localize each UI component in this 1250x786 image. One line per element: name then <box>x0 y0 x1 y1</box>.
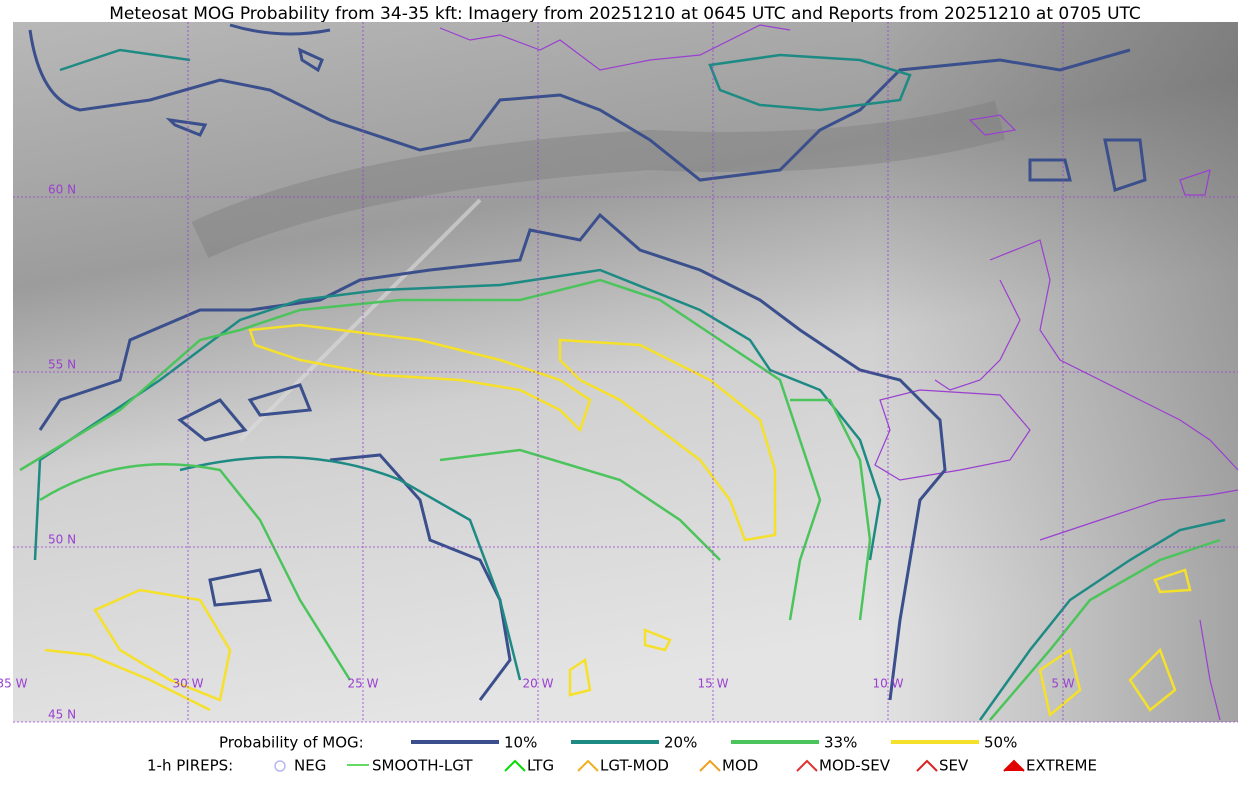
legend: Probability of MOG: 10% 20% 33% 50% 1-h PIREP… <box>147 734 1097 775</box>
legend-label: SEV <box>939 757 969 775</box>
legend-label: MOD-SEV <box>819 757 891 775</box>
legend-label: NEG <box>294 757 326 775</box>
legend-label: 50% <box>984 734 1017 752</box>
lon-label: 10 W <box>873 677 904 691</box>
pirep-symbol <box>504 759 526 772</box>
lon-label: 30 W <box>173 677 204 691</box>
pirep-symbol <box>577 759 599 772</box>
legend-label: 33% <box>824 734 857 752</box>
lat-label: 50 N <box>48 533 76 547</box>
lon-label: 35 W <box>0 677 28 691</box>
legend-label: SMOOTH-LGT <box>372 757 473 775</box>
legend-label: MOD <box>722 757 758 775</box>
jet-band <box>191 100 1006 259</box>
lat-label: 60 N <box>48 183 76 197</box>
lat-label: 45 N <box>48 708 76 722</box>
pirep-symbol <box>699 759 721 772</box>
lon-label: 5 W <box>1051 677 1074 691</box>
lat-label: 55 N <box>48 358 76 372</box>
lon-label: 15 W <box>698 677 729 691</box>
coastlines <box>439 24 1239 721</box>
legend-title: 1-h PIREPS: <box>147 757 233 775</box>
lon-label: 20 W <box>523 677 554 691</box>
legend-label: 20% <box>664 734 697 752</box>
legend-label: 10% <box>504 734 537 752</box>
legend-label: LTG <box>527 757 554 775</box>
pirep-symbol <box>796 759 818 772</box>
pirep-symbol <box>1003 759 1025 772</box>
pirep-symbol <box>916 759 938 772</box>
title: Meteosat MOG Probability from 34-35 kft:… <box>109 4 1141 24</box>
map: 35 W 30 W 25 W 20 W 15 W 10 W 5 W 60 N 55 N 50 N 4… <box>0 22 1239 723</box>
contrail <box>238 198 482 442</box>
legend-label: EXTREME <box>1026 757 1097 775</box>
lon-label: 25 W <box>348 677 379 691</box>
graticule: 35 W 30 W 25 W 20 W 15 W 10 W 5 W 60 N 55 N 50 N 4… <box>0 22 1238 723</box>
legend-label: LGT-MOD <box>600 757 669 775</box>
legend-title: Probability of MOG: <box>219 734 364 752</box>
contours <box>19 23 1226 721</box>
pirep-symbol <box>274 760 286 772</box>
